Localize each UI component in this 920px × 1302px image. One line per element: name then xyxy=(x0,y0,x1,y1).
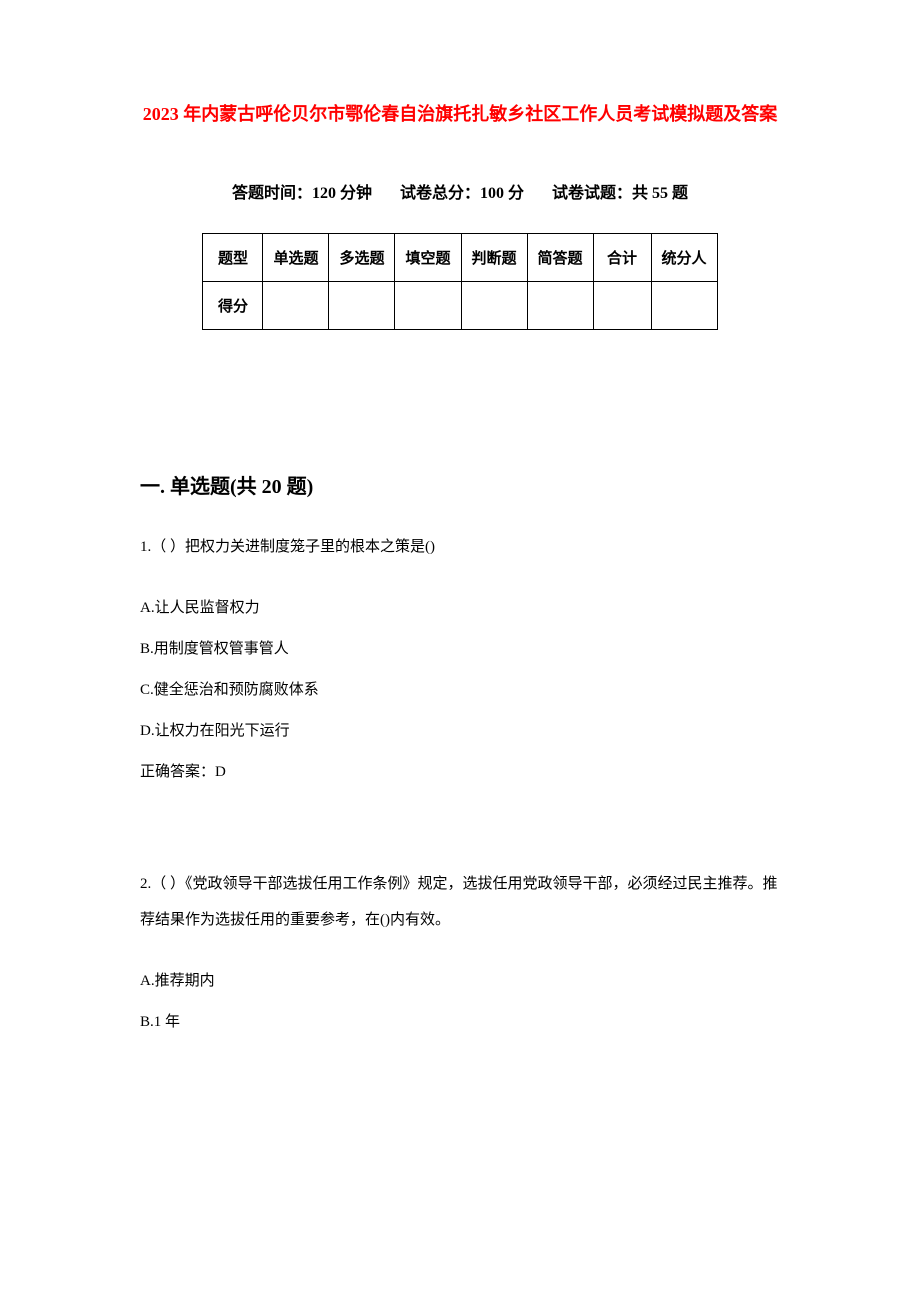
option-c: C.健全惩治和预防腐败体系 xyxy=(140,677,780,704)
question-block: 1.（ ）把权力关进制度笼子里的根本之策是() A.让人民监督权力 B.用制度管… xyxy=(140,529,780,786)
table-header-row: 题型 单选题 多选题 填空题 判断题 简答题 合计 统分人 xyxy=(203,233,717,281)
table-header-cell: 单选题 xyxy=(263,233,329,281)
exam-time: 答题时间：120 分钟 xyxy=(232,185,372,202)
table-cell xyxy=(395,281,461,329)
table-header-cell: 填空题 xyxy=(395,233,461,281)
answer-text: 正确答案：D xyxy=(140,759,780,786)
table-cell xyxy=(527,281,593,329)
table-header-cell: 多选题 xyxy=(329,233,395,281)
option-b: B.1 年 xyxy=(140,1009,780,1036)
question-text: 1.（ ）把权力关进制度笼子里的根本之策是() xyxy=(140,529,780,565)
table-score-row: 得分 xyxy=(203,281,717,329)
table-cell xyxy=(593,281,651,329)
question-text: 2.（ ）《党政领导干部选拔任用工作条例》规定，选拔任用党政领导干部，必须经过民… xyxy=(140,866,780,938)
option-a: A.推荐期内 xyxy=(140,968,780,995)
score-table: 题型 单选题 多选题 填空题 判断题 简答题 合计 统分人 得分 xyxy=(202,233,717,330)
option-a: A.让人民监督权力 xyxy=(140,595,780,622)
document-title: 2023 年内蒙古呼伦贝尔市鄂伦春自治旗托扎敏乡社区工作人员考试模拟题及答案 xyxy=(140,100,780,129)
table-cell xyxy=(651,281,717,329)
table-cell xyxy=(263,281,329,329)
section-heading: 一. 单选题(共 20 题) xyxy=(140,470,780,499)
table-row-label: 得分 xyxy=(203,281,263,329)
table-header-cell: 合计 xyxy=(593,233,651,281)
table-header-cell: 统分人 xyxy=(651,233,717,281)
option-d: D.让权力在阳光下运行 xyxy=(140,718,780,745)
exam-info: 答题时间：120 分钟 试卷总分：100 分 试卷试题：共 55 题 xyxy=(140,179,780,203)
question-block: 2.（ ）《党政领导干部选拔任用工作条例》规定，选拔任用党政领导干部，必须经过民… xyxy=(140,866,780,1036)
table-header-cell: 题型 xyxy=(203,233,263,281)
exam-count: 试卷试题：共 55 题 xyxy=(552,185,688,202)
table-header-cell: 判断题 xyxy=(461,233,527,281)
option-b: B.用制度管权管事管人 xyxy=(140,636,780,663)
table-cell xyxy=(329,281,395,329)
exam-total: 试卷总分：100 分 xyxy=(400,185,524,202)
table-header-cell: 简答题 xyxy=(527,233,593,281)
table-cell xyxy=(461,281,527,329)
